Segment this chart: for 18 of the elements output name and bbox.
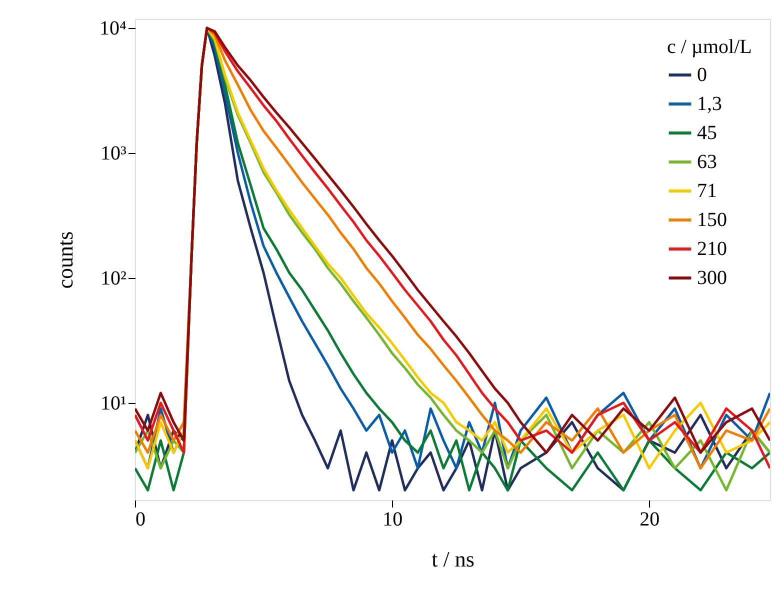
legend-label: 1,3 bbox=[697, 93, 722, 115]
y-tick-label: 10² bbox=[100, 267, 126, 290]
y-axis-title: counts bbox=[52, 231, 78, 289]
x-axis-title: t / ns bbox=[432, 546, 474, 572]
legend-label: 300 bbox=[697, 267, 727, 289]
legend-label: 71 bbox=[697, 180, 717, 202]
legend-label: 63 bbox=[697, 151, 717, 173]
x-tick-label: 0 bbox=[136, 508, 146, 530]
y-tick-label: 10³ bbox=[100, 142, 126, 164]
legend-title: c / µmol/L bbox=[667, 36, 752, 58]
legend-label: 0 bbox=[697, 64, 707, 86]
x-tick-label: 10 bbox=[382, 508, 403, 530]
legend-label: 45 bbox=[697, 122, 717, 144]
x-tick-label: 20 bbox=[640, 508, 660, 530]
legend-label: 210 bbox=[697, 238, 727, 260]
legend-label: 150 bbox=[697, 209, 727, 231]
y-tick-label: 10⁴ bbox=[100, 17, 127, 40]
y-tick-label: 10¹ bbox=[100, 392, 126, 414]
